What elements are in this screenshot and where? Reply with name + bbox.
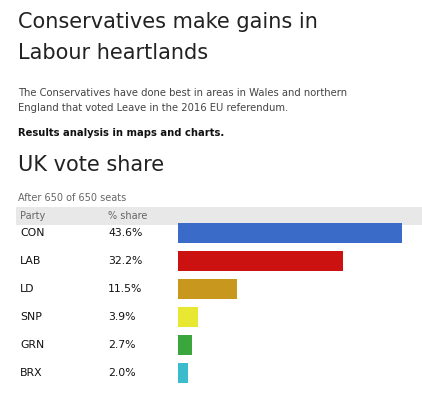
Text: CON: CON: [20, 228, 44, 238]
Text: Party: Party: [20, 211, 45, 221]
Text: 3.9%: 3.9%: [108, 312, 135, 322]
Text: SNP: SNP: [20, 312, 42, 322]
Text: Conservatives make gains in: Conservatives make gains in: [18, 12, 318, 32]
Text: The Conservatives have done best in areas in Wales and northern: The Conservatives have done best in area…: [18, 88, 347, 98]
Text: 2.0%: 2.0%: [108, 368, 135, 378]
Bar: [178, 279, 237, 299]
Text: After 650 of 650 seats: After 650 of 650 seats: [18, 193, 126, 203]
Bar: [178, 335, 192, 355]
Bar: [178, 363, 188, 383]
Text: Results analysis in maps and charts.: Results analysis in maps and charts.: [18, 128, 224, 138]
Bar: [16, 207, 422, 225]
Bar: [178, 307, 198, 327]
Text: GRN: GRN: [20, 340, 44, 350]
Bar: [178, 251, 343, 271]
Text: UK vote share: UK vote share: [18, 155, 164, 175]
Text: 11.5%: 11.5%: [108, 284, 142, 294]
Text: LD: LD: [20, 284, 35, 294]
Text: 43.6%: 43.6%: [108, 228, 142, 238]
Text: 2.7%: 2.7%: [108, 340, 135, 350]
Text: 32.2%: 32.2%: [108, 256, 142, 266]
Text: BRX: BRX: [20, 368, 43, 378]
Text: England that voted Leave in the 2016 EU referendum.: England that voted Leave in the 2016 EU …: [18, 103, 288, 113]
Text: % share: % share: [108, 211, 147, 221]
Text: Labour heartlands: Labour heartlands: [18, 43, 208, 63]
Bar: [178, 223, 402, 243]
Text: LAB: LAB: [20, 256, 41, 266]
